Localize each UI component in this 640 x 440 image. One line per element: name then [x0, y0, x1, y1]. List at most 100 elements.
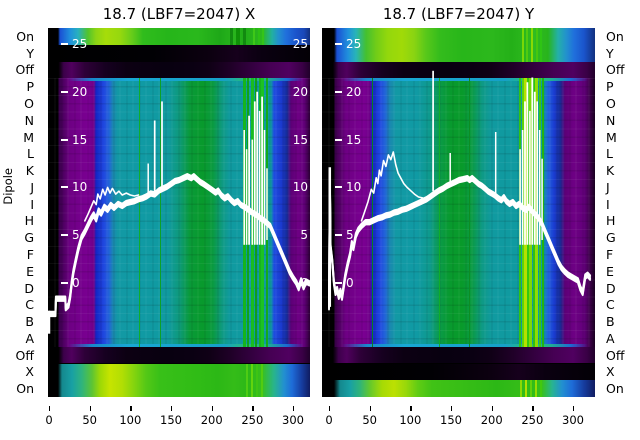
row-label-left: Y [26, 45, 34, 61]
row-label-left: Off [15, 347, 34, 363]
x-tick-mark [171, 406, 173, 411]
row-label-left: O [24, 96, 34, 111]
main-bottom-edge [342, 343, 593, 347]
x-tick-mark [211, 406, 213, 411]
left-panel-title: 18.7 (LBF7=2047) X [102, 5, 256, 23]
heatmap-stripe [541, 78, 544, 347]
value-tick-label: 5 [72, 228, 80, 243]
value-tick-label: 25 [72, 37, 88, 51]
row-label-left: F [26, 246, 34, 262]
x-tick-mark [573, 406, 575, 411]
value-tick-label-right: 5 [300, 228, 308, 243]
row-label-left: J [30, 179, 34, 195]
row-labels-right: On Y Off P O N M L K J I H G F E D C B A Off X On [606, 28, 640, 397]
heatmap-stripe [253, 28, 255, 45]
value-tick-dash [335, 282, 342, 284]
x-tick-mark [130, 406, 132, 411]
heatmap-main-region [322, 78, 595, 347]
value-tick-dash [335, 234, 342, 237]
row-label-left: G [24, 230, 34, 246]
heatmap-stripe [246, 363, 249, 397]
x-tick-mark [293, 406, 295, 411]
row-label-left: N [24, 112, 34, 128]
x-tick-mark [329, 406, 331, 411]
row-label-left: Off [15, 62, 34, 78]
heatmap-stripe [519, 380, 522, 397]
value-tick-label-right: 25 [292, 37, 308, 51]
x-tick-label: 250 [521, 413, 544, 427]
value-tick-label: 10 [346, 180, 362, 195]
row-label-left: X [25, 364, 34, 380]
x-tick-mark [532, 406, 534, 411]
x-tick-mark [49, 406, 51, 411]
heatmap-stripe [469, 78, 471, 347]
x-tick-label: 300 [282, 413, 304, 427]
row-label-right: Y [606, 45, 614, 61]
heatmap-stripe [261, 363, 264, 397]
row-label-left: P [26, 79, 34, 95]
row-label-right: M [606, 129, 617, 145]
row-label-right: K [606, 163, 615, 179]
heatmap-stripe [534, 380, 537, 397]
value-tick-dash [335, 138, 342, 141]
band-off-top [322, 61, 595, 79]
line-overlay [48, 91, 310, 334]
x-tick-label: 200 [480, 413, 503, 427]
value-tick-label: 5 [346, 228, 354, 243]
row-label-right: On [606, 381, 624, 397]
x-tick-label: 0 [325, 413, 333, 427]
band-y-row [48, 44, 310, 62]
band-x-on-bottom [48, 363, 310, 397]
row-label-left: On [16, 28, 34, 44]
row-label-right: N [606, 112, 616, 128]
heatmap-stripe [235, 28, 240, 45]
x-tick-label: 300 [562, 413, 584, 427]
heatmap-stripe [529, 380, 532, 397]
heatmap-stripe [539, 380, 542, 397]
main-top-edge [342, 78, 593, 82]
value-tick-label: 15 [346, 132, 362, 147]
row-label-right: P [606, 79, 614, 95]
band-on-y-top [322, 28, 595, 62]
heatmap-stripe [526, 28, 529, 62]
row-label-left: E [26, 263, 34, 279]
x-tick-label: 50 [82, 413, 98, 427]
value-tick-dash [61, 138, 68, 141]
x-axis-right: 0 50 100 150 200 250 300 [322, 397, 595, 433]
row-label-right: Off [606, 347, 625, 363]
row-label-right: I [606, 196, 610, 212]
value-tick-label: 25 [346, 37, 362, 51]
heatmap-stripe [251, 363, 254, 397]
value-tick-label: 20 [346, 84, 362, 99]
x-tick-mark [252, 406, 254, 411]
row-label-right: D [606, 280, 616, 296]
main-bottom-edge [68, 343, 308, 347]
row-label-right: E [606, 263, 614, 279]
x-tick-mark [451, 406, 453, 411]
x-tick-label: 50 [362, 413, 378, 427]
row-label-right: J [606, 179, 610, 195]
heatmap-stripe [256, 363, 259, 397]
value-tick-dash [61, 282, 68, 284]
value-tick-dash [61, 43, 68, 45]
band-x-row [322, 363, 595, 381]
value-tick-label-right: 0 [300, 276, 308, 290]
heatmap-stripe [521, 28, 524, 62]
row-label-left: A [25, 330, 34, 346]
x-tick-mark [491, 406, 493, 411]
row-label-left: K [25, 163, 34, 179]
x-tick-label: 150 [160, 413, 182, 427]
row-label-right: A [606, 330, 615, 346]
row-label-left: L [27, 146, 34, 162]
value-tick-label-right: 15 [292, 132, 308, 147]
row-label-right: C [606, 297, 615, 313]
heatmap-stripe [138, 78, 140, 347]
x-axis-left: 0 50 100 150 200 250 300 [45, 397, 310, 433]
band-off-bottom [48, 346, 310, 364]
value-tick-dash [61, 90, 68, 93]
heatmap-stripe [536, 28, 539, 62]
x-tick-label: 100 [399, 413, 422, 427]
value-tick-dash [335, 43, 342, 45]
row-label-right: O [606, 96, 616, 111]
value-tick-label: 0 [346, 276, 354, 290]
